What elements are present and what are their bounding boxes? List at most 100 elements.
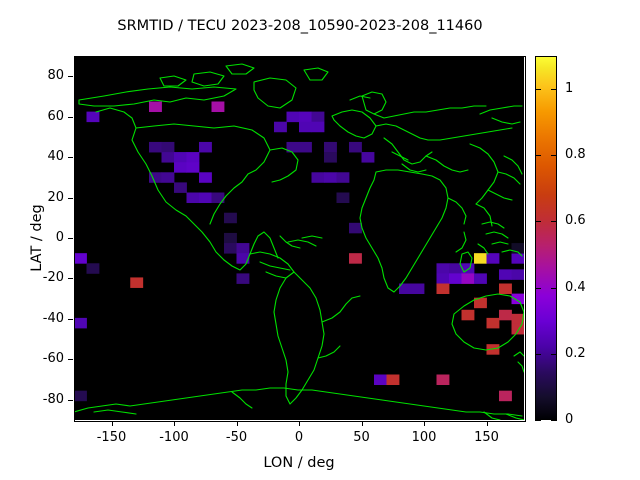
y-tick-mark <box>68 76 73 78</box>
map-plot-area[interactable] <box>74 56 524 420</box>
x-tick-label: 50 <box>353 430 370 445</box>
heatmap-cell <box>74 317 87 329</box>
heatmap-cell <box>86 263 100 274</box>
colorbar-tick-mark <box>551 287 557 289</box>
page-title: SRMTID / TECU 2023-208_10590-2023-208_11… <box>117 18 483 34</box>
heatmap-cell <box>224 212 237 224</box>
colorbar-tick-mark <box>551 420 557 421</box>
heatmap-cell <box>511 243 524 254</box>
heatmap-cell <box>486 344 500 355</box>
colorbar-tick-mark <box>551 353 557 355</box>
heatmap-cell <box>511 313 524 325</box>
colorbar-tick-mark <box>551 155 557 157</box>
heatmap-cell <box>174 152 187 163</box>
heatmap-cell <box>274 121 287 133</box>
heatmap-cell <box>199 141 212 153</box>
heatmap-cell <box>236 243 250 254</box>
y-tick-mark <box>68 157 73 159</box>
y-tick-label: -60 <box>42 351 64 367</box>
colorbar-tick-mark <box>551 221 557 223</box>
heatmap-cell <box>74 253 87 264</box>
heatmap-cell <box>349 222 362 234</box>
heatmap-cell <box>211 101 225 113</box>
heatmap-cell <box>311 121 325 133</box>
y-axis-label: LAT / deg <box>29 204 45 272</box>
heatmap-cell <box>511 293 524 305</box>
heatmap-cell <box>74 390 87 402</box>
colorbar-tick-label: 0.4 <box>565 279 586 295</box>
heatmap-cell <box>374 374 387 386</box>
x-tick-label: 150 <box>474 430 499 445</box>
heatmap-cell <box>186 152 200 163</box>
heatmap-cells <box>74 101 524 402</box>
heatmap-cell <box>224 232 237 244</box>
y-tick-mark <box>68 359 73 361</box>
heatmap-cell <box>299 121 312 133</box>
colorbar-tick-label: 0.6 <box>565 213 586 229</box>
heatmap-cell <box>499 390 512 402</box>
y-tick-label: 40 <box>47 149 64 165</box>
heatmap-cell <box>211 192 225 204</box>
heatmap-cell <box>86 111 100 123</box>
colorbar-tick-label: 0.2 <box>565 345 586 361</box>
heatmap-cell <box>161 141 175 153</box>
heatmap-cell <box>236 273 250 284</box>
heatmap-cell <box>130 277 144 288</box>
heatmap-cell <box>461 273 475 284</box>
x-tick-label: -100 <box>159 430 189 445</box>
colorbar-tick-mark <box>551 89 557 91</box>
y-tick-mark <box>68 318 73 320</box>
heatmap-cell <box>486 317 500 329</box>
heatmap-cell <box>224 243 237 254</box>
x-tick-mark <box>424 421 425 426</box>
heatmap-cell <box>436 283 450 295</box>
y-tick-label: 80 <box>47 68 64 84</box>
x-tick-label: -50 <box>225 430 248 445</box>
heatmap-cell <box>436 273 450 284</box>
heatmap-cell <box>186 162 200 173</box>
heatmap-cell <box>161 172 175 183</box>
heatmap-cell <box>286 111 300 123</box>
heatmap-cell <box>399 283 412 295</box>
y-tick-label: 20 <box>47 189 64 205</box>
coastline-overlay <box>74 63 524 420</box>
heatmap-cell <box>336 192 350 204</box>
heatmap-cell <box>386 374 400 386</box>
heatmap-cell <box>161 152 175 163</box>
colorbar-tick-mark <box>535 420 541 421</box>
heatmap-cell <box>511 323 524 335</box>
colorbar-tick-mark <box>535 89 541 91</box>
colorbar-tick-label: 1 <box>565 81 574 97</box>
y-tick-label: 60 <box>47 108 64 124</box>
x-tick-mark <box>486 421 488 426</box>
y-tick-mark <box>68 197 73 199</box>
heatmap-cell <box>511 269 524 280</box>
heatmap-cell <box>199 192 212 204</box>
y-tick-mark <box>68 278 73 280</box>
x-tick-mark <box>361 421 363 426</box>
colorbar[interactable] <box>535 56 557 420</box>
x-tick-mark <box>111 421 113 426</box>
heatmap-cell <box>436 374 450 386</box>
colorbar-tick-mark <box>535 287 541 289</box>
colorbar-tick-mark <box>535 353 541 355</box>
heatmap-cell <box>199 172 212 183</box>
heatmap-cell <box>324 141 337 153</box>
heatmap-cell <box>461 309 475 321</box>
heatmap-cell <box>299 111 312 123</box>
heatmap-cell <box>311 172 325 183</box>
heatmap-cell <box>499 309 512 321</box>
heatmap-cell <box>336 172 350 183</box>
heatmap-cell <box>436 263 450 274</box>
colorbar-tick-label: 0 <box>565 412 574 427</box>
x-axis-label: LON / deg <box>263 455 335 471</box>
x-tick-mark <box>236 421 238 426</box>
heatmap-cell <box>449 263 462 274</box>
heatmap-cell <box>474 253 487 264</box>
heatmap-cell <box>174 182 187 193</box>
heatmap-cell <box>299 141 312 153</box>
heatmap-cell <box>499 269 512 280</box>
y-tick-label: 0 <box>55 230 64 245</box>
world-map-heatmap <box>74 63 524 420</box>
heatmap-cell <box>511 253 524 264</box>
